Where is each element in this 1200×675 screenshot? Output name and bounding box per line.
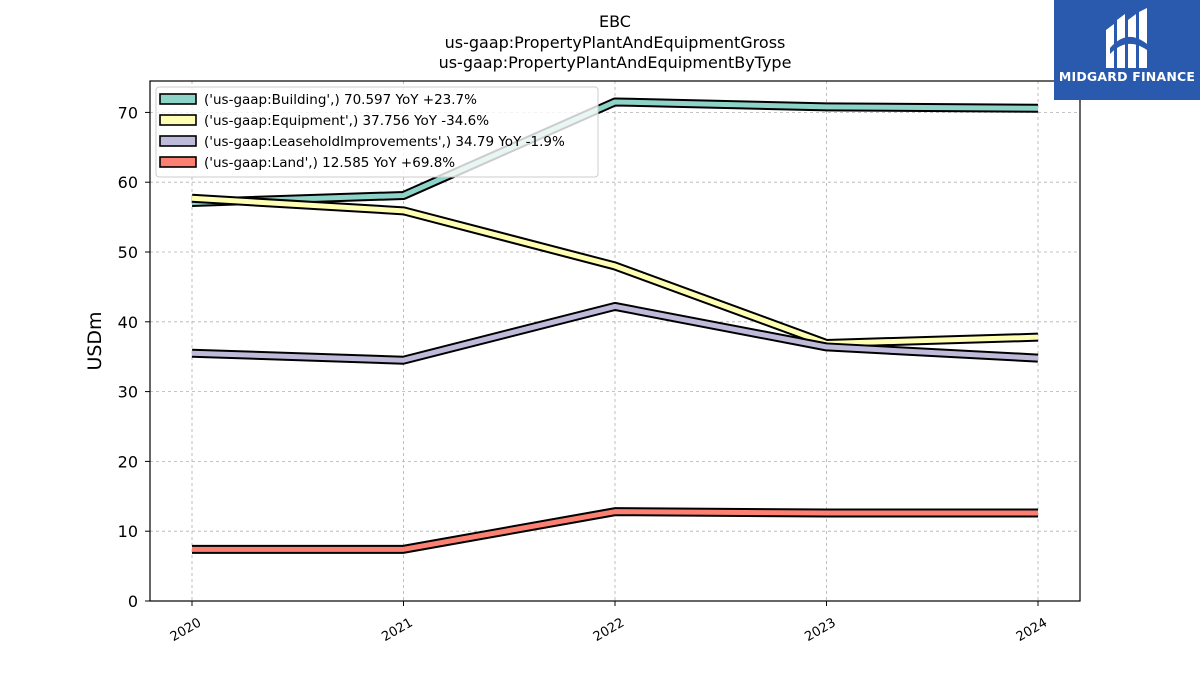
legend-swatch [159,135,197,147]
chart-title-line-3: us-gaap:PropertyPlantAndEquipmentByType [439,53,792,72]
legend-entry: ('us-gaap:Building',) 70.597 YoY +23.7% [204,92,477,108]
x-tick-label: 2023 [802,615,838,645]
y-axis-label: USDm [84,311,106,370]
series-lines [191,97,1039,554]
legend-entry: ('us-gaap:LeaseholdImprovements',) 34.79… [204,134,565,150]
legend-entry: ('us-gaap:Land',) 12.585 YoY +69.8% [204,155,455,171]
legend-swatch [159,93,197,105]
legend: ('us-gaap:Building',) 70.597 YoY +23.7% (… [155,86,599,178]
y-axis-ticks: 0 10 20 30 40 50 60 70 [118,103,150,611]
x-axis-ticks: 2020 2021 2022 2023 2024 [168,601,1050,645]
x-tick-label: 2021 [379,615,415,645]
legend-box [155,86,599,178]
legend-swatch [159,114,197,126]
y-tick-label: 10 [118,522,138,541]
midgard-logo-icon [1106,8,1147,68]
y-tick-label: 40 [118,313,138,332]
legend-entry: ('us-gaap:Equipment',) 37.756 YoY -34.6% [204,113,489,129]
x-tick-label: 2022 [591,615,627,645]
y-tick-label: 50 [118,243,138,262]
y-tick-label: 70 [118,103,138,122]
y-tick-label: 20 [118,452,138,471]
chart-title-line-1: EBC [599,12,631,31]
legend-swatch [159,156,197,168]
x-tick-label: 2020 [168,615,204,645]
brand-logo-text: MIDGARD FINANCE [1058,69,1196,84]
y-tick-label: 60 [118,173,138,192]
chart-title: EBC us-gaap:PropertyPlantAndEquipmentGro… [439,12,792,72]
x-tick-label: 2024 [1014,615,1050,645]
y-tick-label: 30 [118,383,138,402]
chart-title-line-2: us-gaap:PropertyPlantAndEquipmentGross [445,33,786,52]
y-tick-label: 0 [128,592,138,611]
brand-logo: MIDGARD FINANCE [1054,0,1200,100]
